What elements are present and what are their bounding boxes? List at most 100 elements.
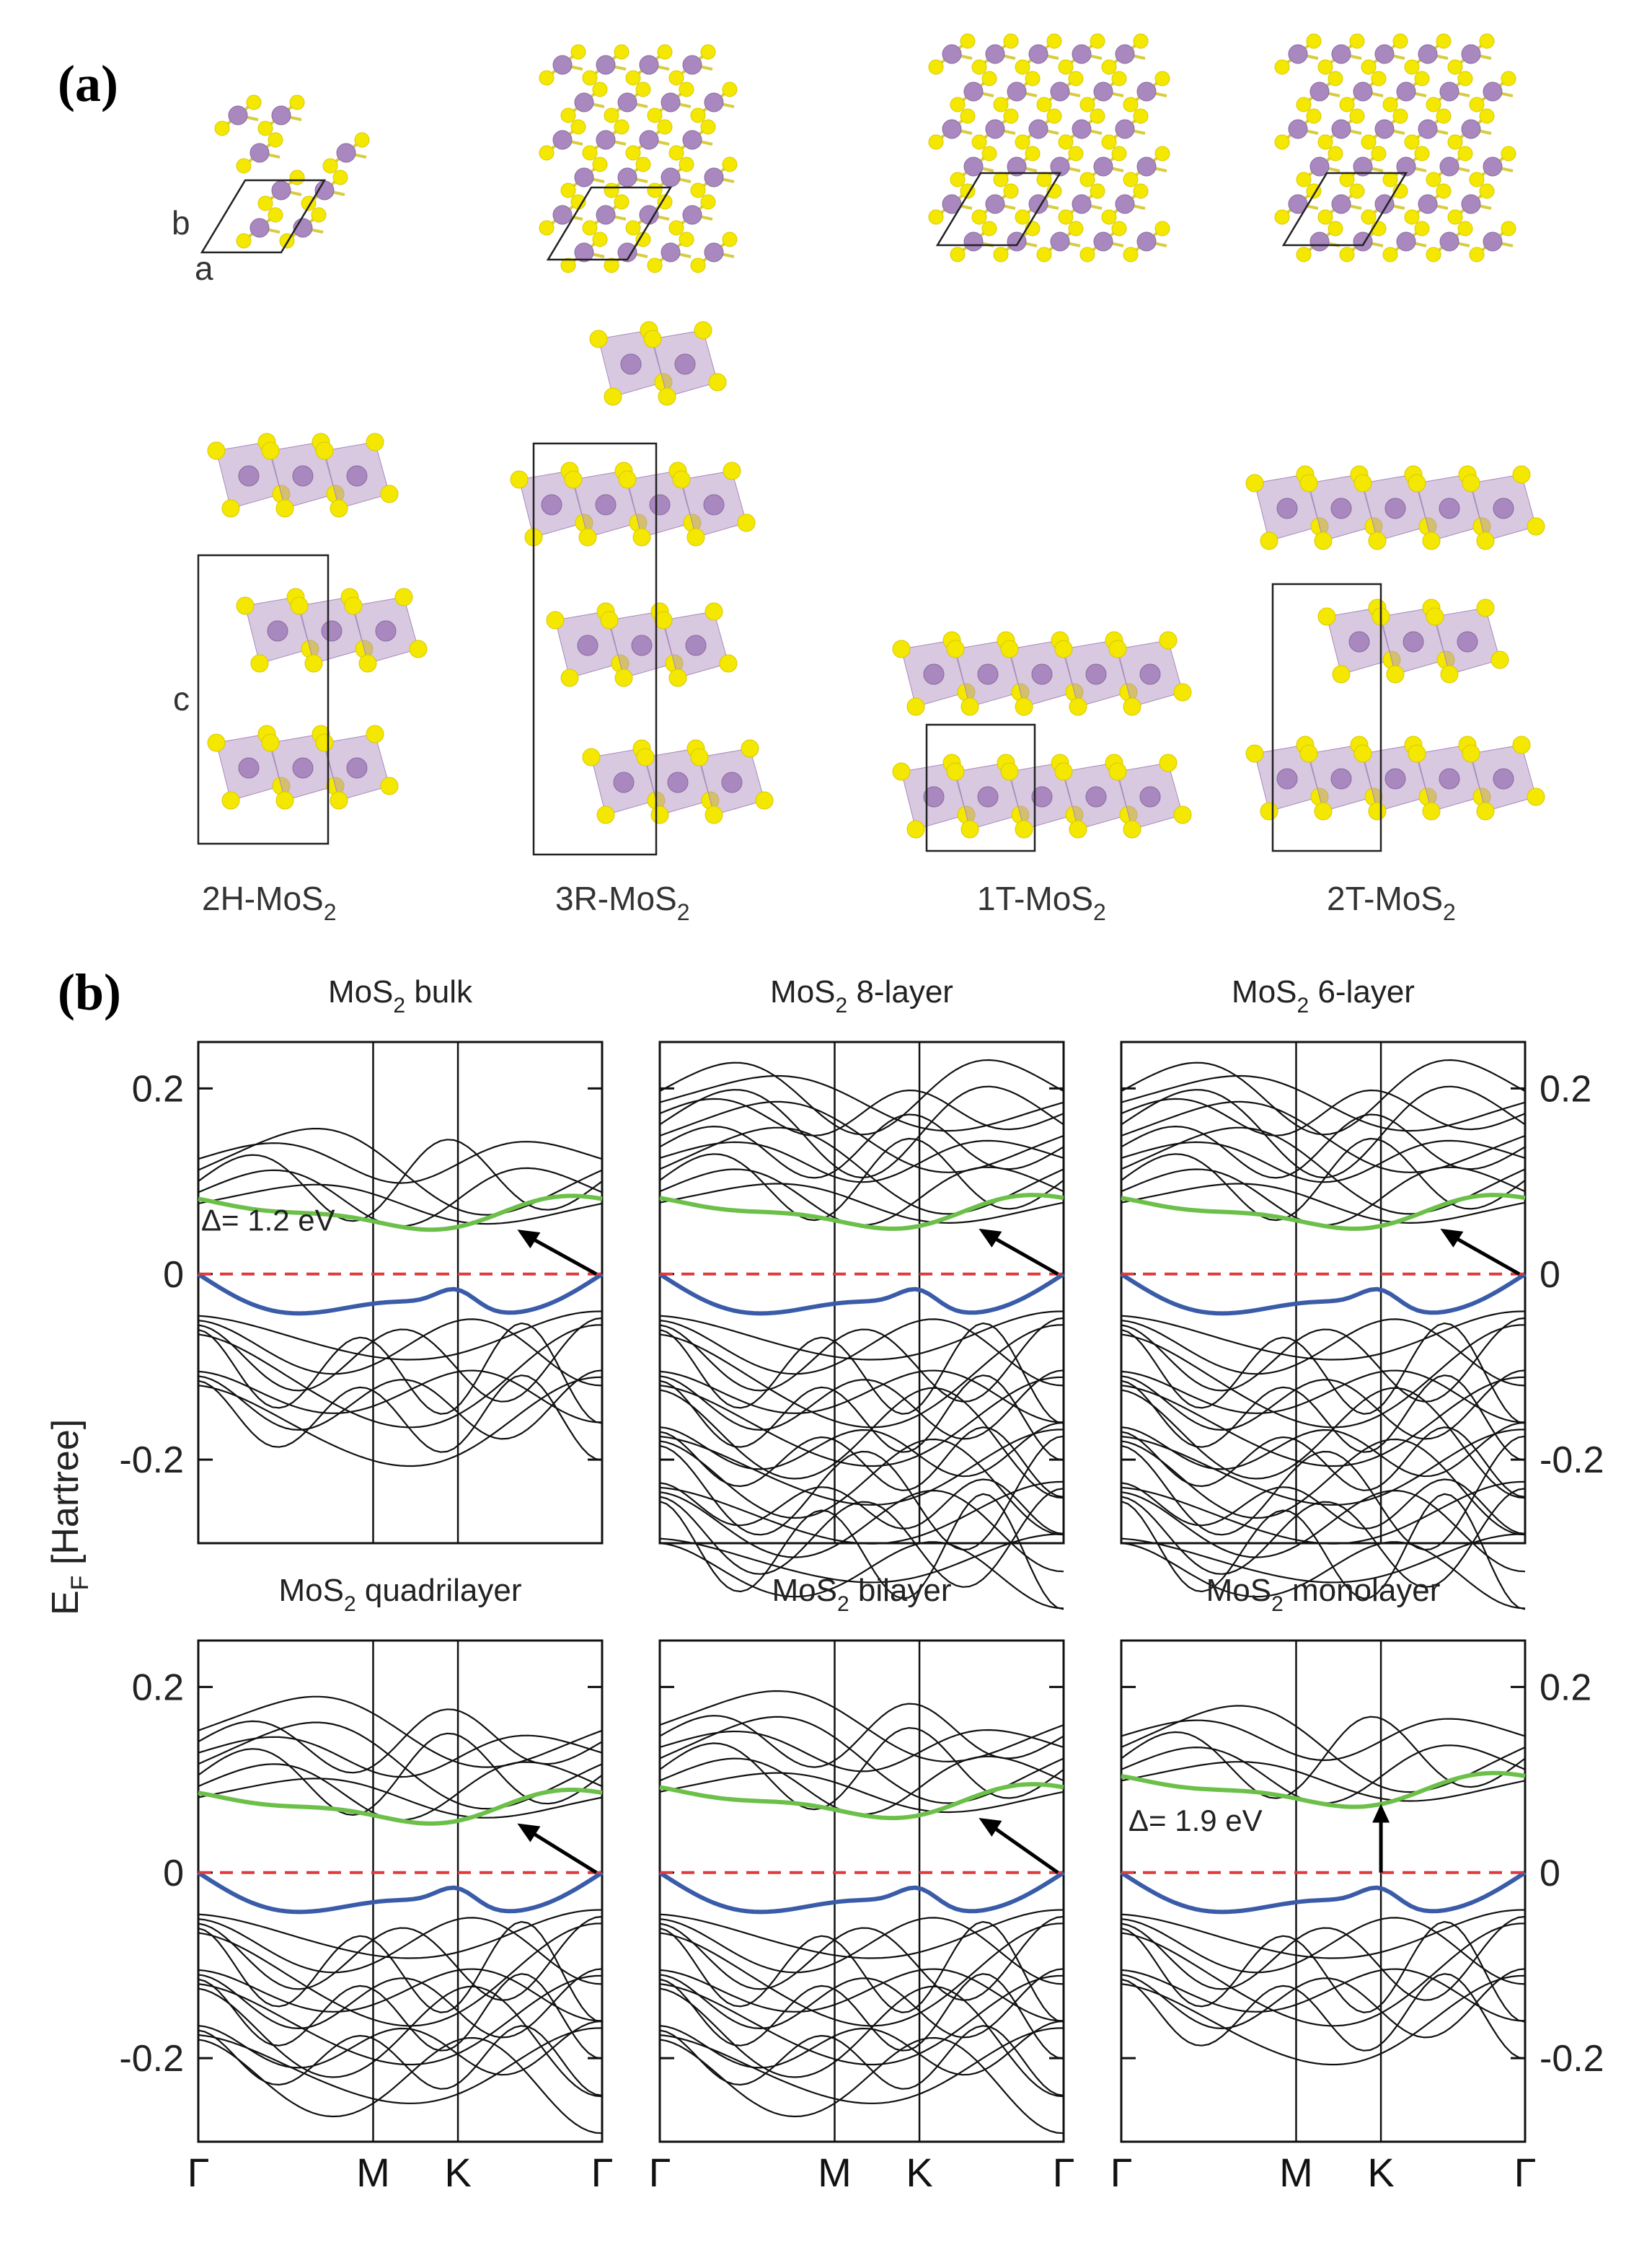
y-tick-label: -0.2 <box>119 1439 184 1481</box>
cell-label-c: c <box>173 680 190 718</box>
s-atom <box>1490 650 1509 669</box>
s-atom <box>1436 108 1452 124</box>
s-atom <box>1101 209 1117 225</box>
plot-title: MoS2 monolayer <box>1206 1573 1441 1616</box>
mo-atom <box>682 55 702 75</box>
mo-atom <box>1309 156 1330 177</box>
s-atom <box>596 805 615 824</box>
s-atom <box>1159 754 1178 772</box>
valence-band <box>659 1488 1064 1588</box>
indirect-gap-arrow <box>1451 1234 1521 1276</box>
mo-atom <box>1050 81 1070 102</box>
mo-atom <box>721 772 743 793</box>
mo-atom <box>667 772 689 793</box>
structure-top-view <box>1274 33 1516 262</box>
mo-atom <box>1072 44 1092 64</box>
valence-band <box>659 1533 1064 1584</box>
conduction-band <box>659 1085 1064 1179</box>
valence-band <box>659 1387 1064 1499</box>
mo-atom <box>1418 44 1438 64</box>
s-atom <box>289 169 305 185</box>
mo-atom <box>1461 194 1481 214</box>
s-atom <box>289 94 305 110</box>
plot-title-main: MoS <box>1232 974 1297 1010</box>
valence-band <box>1121 1493 1526 1610</box>
s-atom <box>1501 71 1516 87</box>
s-atom <box>1469 97 1485 112</box>
band-plot-6: MoS2 monolayer Δ= 1.9 eV 0.2 0 -0.2 Γ M K Γ <box>1110 1573 1604 2195</box>
valence-band-maximum <box>658 1272 1065 1316</box>
s-atom <box>560 257 576 273</box>
s-atom <box>261 441 280 460</box>
s-atom <box>1046 108 1062 124</box>
conduction-band-minimum <box>659 1782 1064 1821</box>
y-axis-label: EF [Hartree] <box>45 1419 94 1615</box>
valence-band <box>198 1324 603 1429</box>
s-atom <box>946 640 965 658</box>
mo-atom <box>963 81 984 102</box>
s-atom <box>592 81 608 97</box>
s-atom <box>635 81 651 97</box>
plot-title-main: MoS <box>770 974 835 1010</box>
s-atom <box>928 134 944 150</box>
mo-atom <box>674 353 696 375</box>
valence-band <box>659 1318 1064 1387</box>
conduction-band <box>1121 1089 1526 1136</box>
unit-cell-outline <box>1271 583 1382 852</box>
s-atom <box>1058 59 1074 75</box>
mo-atom <box>271 105 291 125</box>
s-atom <box>993 97 1009 112</box>
unit-cell-outline <box>925 723 1036 852</box>
plot-title-sub: 2 <box>836 994 848 1017</box>
structure-label-2t: 2T-MoS2 <box>1327 880 1456 925</box>
mo-atom <box>1461 119 1481 139</box>
s-atom <box>1332 665 1351 684</box>
s-atom <box>971 209 987 225</box>
mo-atom <box>704 92 724 112</box>
mo-atom <box>1085 786 1107 808</box>
s-atom <box>1108 762 1127 781</box>
mo-atom <box>620 353 642 375</box>
s-atom <box>654 611 673 630</box>
s-atom <box>221 499 240 518</box>
s-atom <box>1306 33 1322 49</box>
s-atom <box>261 733 280 752</box>
valence-band <box>1121 1318 1526 1387</box>
s-atom <box>1361 134 1377 150</box>
conduction-band <box>659 1137 1064 1222</box>
s-atom <box>592 156 608 172</box>
conduction-band <box>1121 1059 1526 1136</box>
arrow-head <box>1440 1228 1464 1248</box>
s-atom <box>1123 697 1141 716</box>
kpoint-label: M <box>818 2150 852 2195</box>
mo-atom <box>1418 194 1438 214</box>
mo-atom <box>1331 44 1351 64</box>
s-atom <box>1408 744 1426 763</box>
s-atom <box>950 247 966 262</box>
mo-atom <box>1439 156 1459 177</box>
mo-atom <box>1439 81 1459 102</box>
s-atom <box>564 470 583 489</box>
valence-band <box>198 1915 603 2001</box>
valence-band <box>198 1318 603 1387</box>
s-atom <box>950 172 966 187</box>
s-atom <box>614 119 630 135</box>
plot-title: MoS2 6-layer <box>1232 974 1415 1017</box>
s-atom <box>950 97 966 112</box>
valence-band <box>659 1968 1064 2022</box>
mo-atom <box>1483 231 1503 252</box>
s-atom <box>1440 665 1459 684</box>
s-atom <box>366 725 384 743</box>
s-atom <box>290 596 309 615</box>
conduction-band <box>1121 1718 1526 1762</box>
plot-title-sub: 2 <box>837 1592 849 1616</box>
s-atom <box>570 119 586 135</box>
s-atom <box>1462 474 1480 493</box>
s-atom <box>960 33 976 49</box>
valence-band <box>1121 1478 1526 1535</box>
mo-atom <box>1007 81 1027 102</box>
mo-atom <box>617 242 637 262</box>
s-atom <box>1476 599 1495 617</box>
mo-atom <box>704 242 724 262</box>
